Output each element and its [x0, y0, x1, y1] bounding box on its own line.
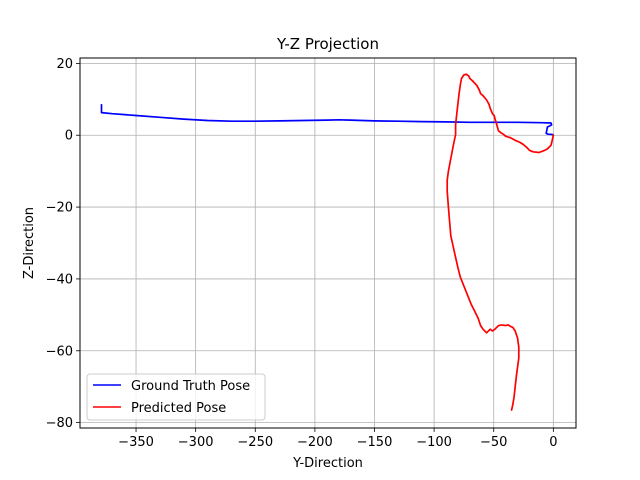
y-tick-label: −80 [46, 416, 73, 431]
x-tick-label: −50 [480, 435, 507, 450]
predicted-pose-line [446, 73, 555, 411]
x-tick-label: −300 [178, 435, 214, 450]
x-tick-label: −250 [237, 435, 273, 450]
series-layer [100, 73, 555, 411]
x-tick-label: −100 [416, 435, 452, 450]
y-tick-label: −40 [46, 272, 73, 287]
x-tick-label: −150 [357, 435, 393, 450]
x-axis-title: Y-Direction [292, 456, 363, 471]
legend-label-predicted: Predicted Pose [131, 401, 226, 416]
legend-label-ground-truth: Ground Truth Pose [131, 379, 250, 394]
y-tick-label: −20 [46, 201, 73, 216]
plot-area [80, 58, 576, 428]
plot-frame [79, 57, 577, 429]
y-axis-title: Z-Direction [22, 207, 37, 279]
y-tick-label: 0 [65, 129, 73, 144]
chart-title: Y-Z Projection [276, 35, 379, 53]
x-tick-label: −350 [118, 435, 154, 450]
axis-ticks: −350 −300 −250 −200 −150 −100 −50 0 20 0 −20 −40 −60… [46, 57, 558, 450]
y-tick-label: −60 [46, 344, 73, 359]
y-tick-label: 20 [56, 57, 73, 72]
ground-truth-pose-line [100, 103, 555, 137]
grid-lines [80, 58, 576, 428]
legend-box [86, 373, 266, 421]
x-tick-label: 0 [549, 435, 557, 450]
x-tick-label: −200 [297, 435, 333, 450]
legend: Ground Truth Pose Predicted Pose [86, 373, 266, 421]
